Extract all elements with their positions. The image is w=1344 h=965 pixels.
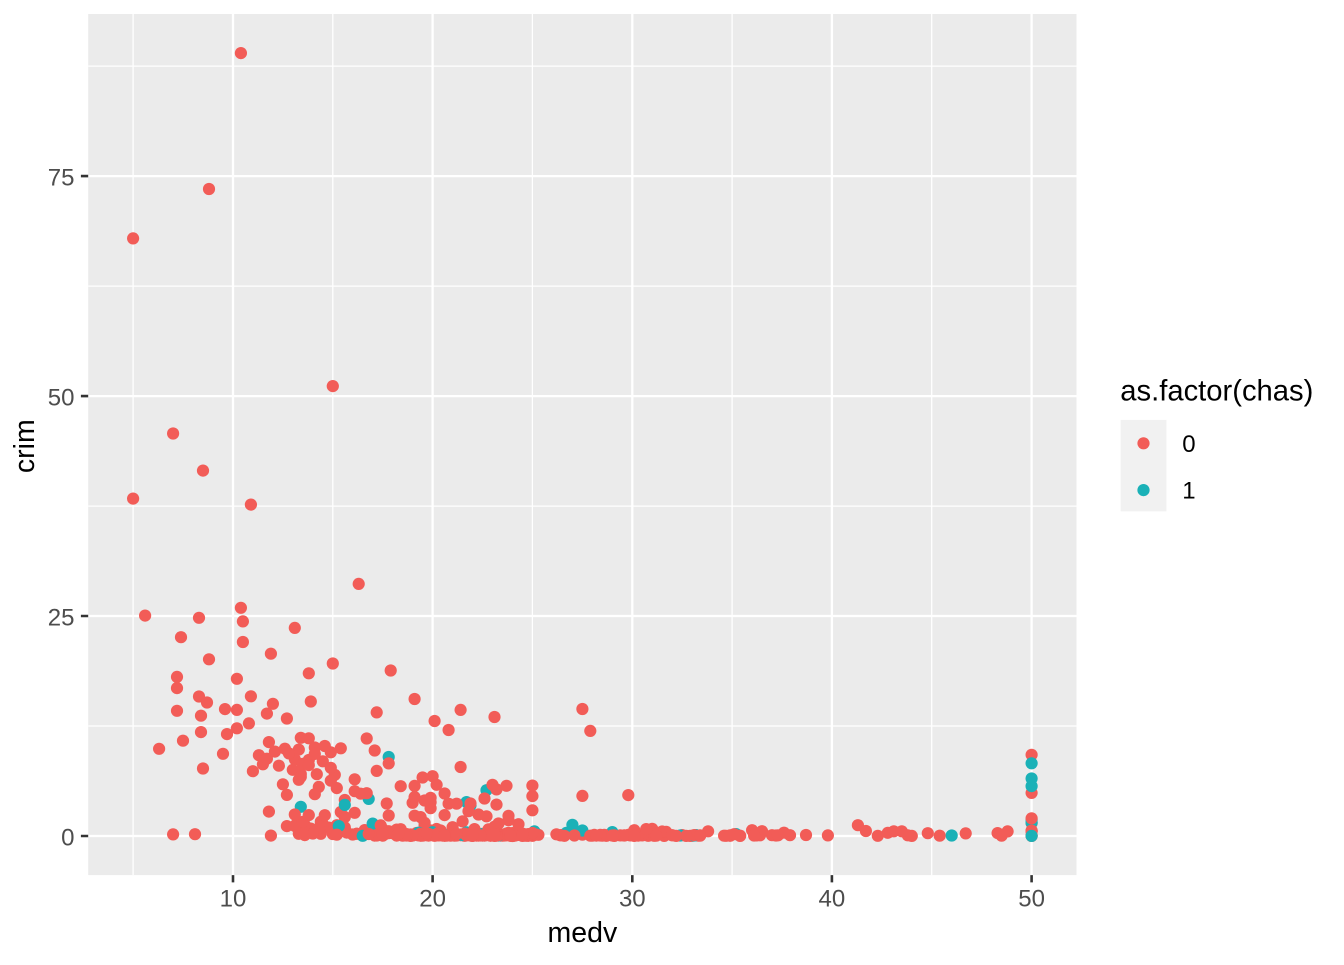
svg-text:0: 0 xyxy=(61,825,74,852)
svg-text:20: 20 xyxy=(419,886,446,913)
svg-text:as.factor(chas): as.factor(chas) xyxy=(1120,376,1313,408)
svg-text:10: 10 xyxy=(220,886,247,913)
svg-text:0: 0 xyxy=(1182,431,1195,458)
svg-text:crim: crim xyxy=(9,419,41,473)
svg-text:25: 25 xyxy=(48,605,75,632)
svg-text:75: 75 xyxy=(48,165,75,192)
svg-text:50: 50 xyxy=(1018,886,1045,913)
svg-text:30: 30 xyxy=(619,886,646,913)
svg-text:40: 40 xyxy=(819,886,846,913)
svg-text:1: 1 xyxy=(1182,478,1195,505)
svg-text:medv: medv xyxy=(548,917,618,949)
svg-text:50: 50 xyxy=(48,385,75,412)
